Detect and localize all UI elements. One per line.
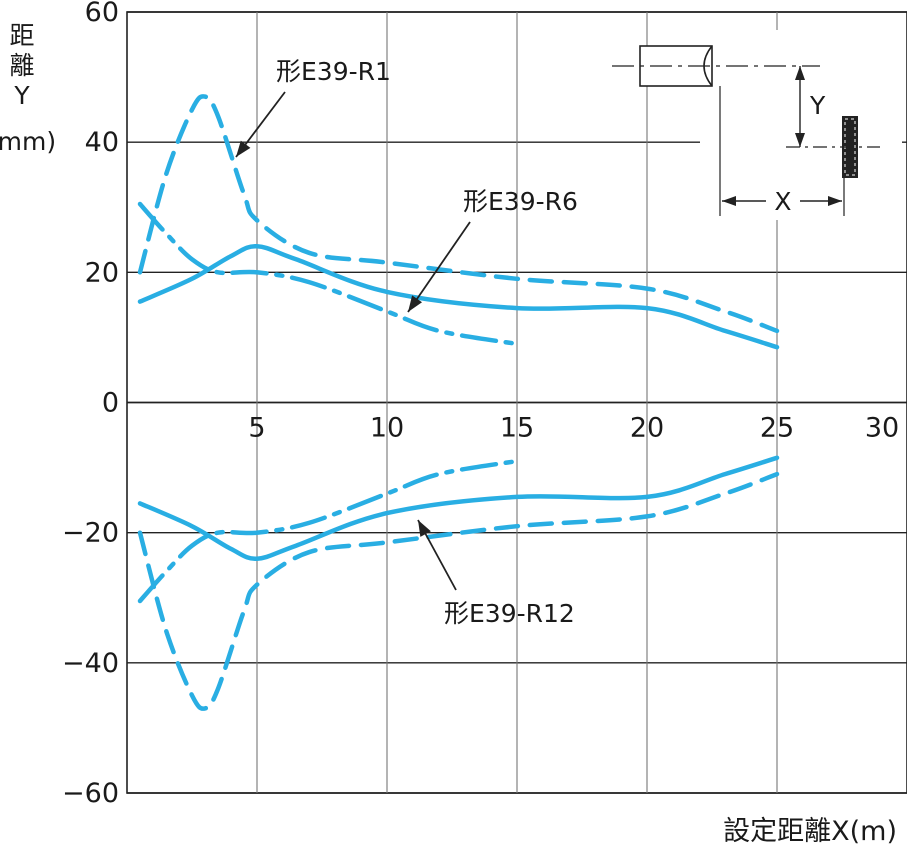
x-tick-label: 25 [760, 413, 794, 444]
x-tick-label: 5 [248, 413, 265, 444]
x-tick-label: 15 [500, 413, 534, 444]
y-axis-label-char: 距 [9, 21, 34, 50]
x-axis-label: 設定距離X(m) [723, 816, 897, 847]
inset-y-label: Y [809, 91, 826, 120]
annotation-arrow-leader [407, 221, 471, 313]
y-tick-label: 60 [85, 0, 119, 28]
y-axis-label-char: 離 [9, 51, 34, 80]
y-tick-label: −40 [62, 648, 119, 679]
series-line-upper-0 [137, 94, 780, 334]
series-line-lower-0 [137, 471, 780, 711]
series-annotation: 形E39-R1 [276, 57, 391, 86]
x-tick-label: 30 [865, 413, 899, 444]
x-dim-arrow-right [828, 196, 842, 206]
y-dim-arrow-bottom [795, 133, 805, 147]
annotation-arrow-arrowhead [408, 295, 423, 312]
y-tick-label: −60 [62, 778, 119, 809]
series-line-lower-1 [137, 455, 780, 561]
series-lines [137, 94, 780, 711]
inset-diagram: YX [612, 30, 902, 220]
annotations: 形E39-R1 形E39-R6 形E39-R12 [235, 57, 578, 628]
y-dim-arrow-top [795, 66, 805, 80]
inset-background [700, 30, 902, 220]
series-line-lower-2 [137, 458, 520, 604]
y-tick-label: 40 [85, 127, 119, 158]
series-line-upper-2 [137, 201, 520, 347]
y-tick-label: −20 [62, 518, 119, 549]
y-axis-label-unit: (mm) [0, 127, 56, 156]
series-annotation: 形E39-R12 [444, 599, 575, 628]
annotation-arrow-arrowhead [236, 140, 251, 157]
x-dim-arrow-left [722, 196, 736, 206]
y-axis-label-char: Y [13, 81, 30, 110]
y-tick-label: 20 [85, 257, 119, 288]
x-tick-label: 10 [370, 413, 404, 444]
inset-x-label: X [774, 187, 791, 216]
series-line-upper-1 [137, 244, 780, 350]
y-tick-label: 0 [102, 388, 119, 419]
annotation-arrow-arrowhead [418, 520, 431, 537]
series-annotation: 形E39-R6 [463, 187, 578, 216]
x-tick-label: 20 [630, 413, 664, 444]
